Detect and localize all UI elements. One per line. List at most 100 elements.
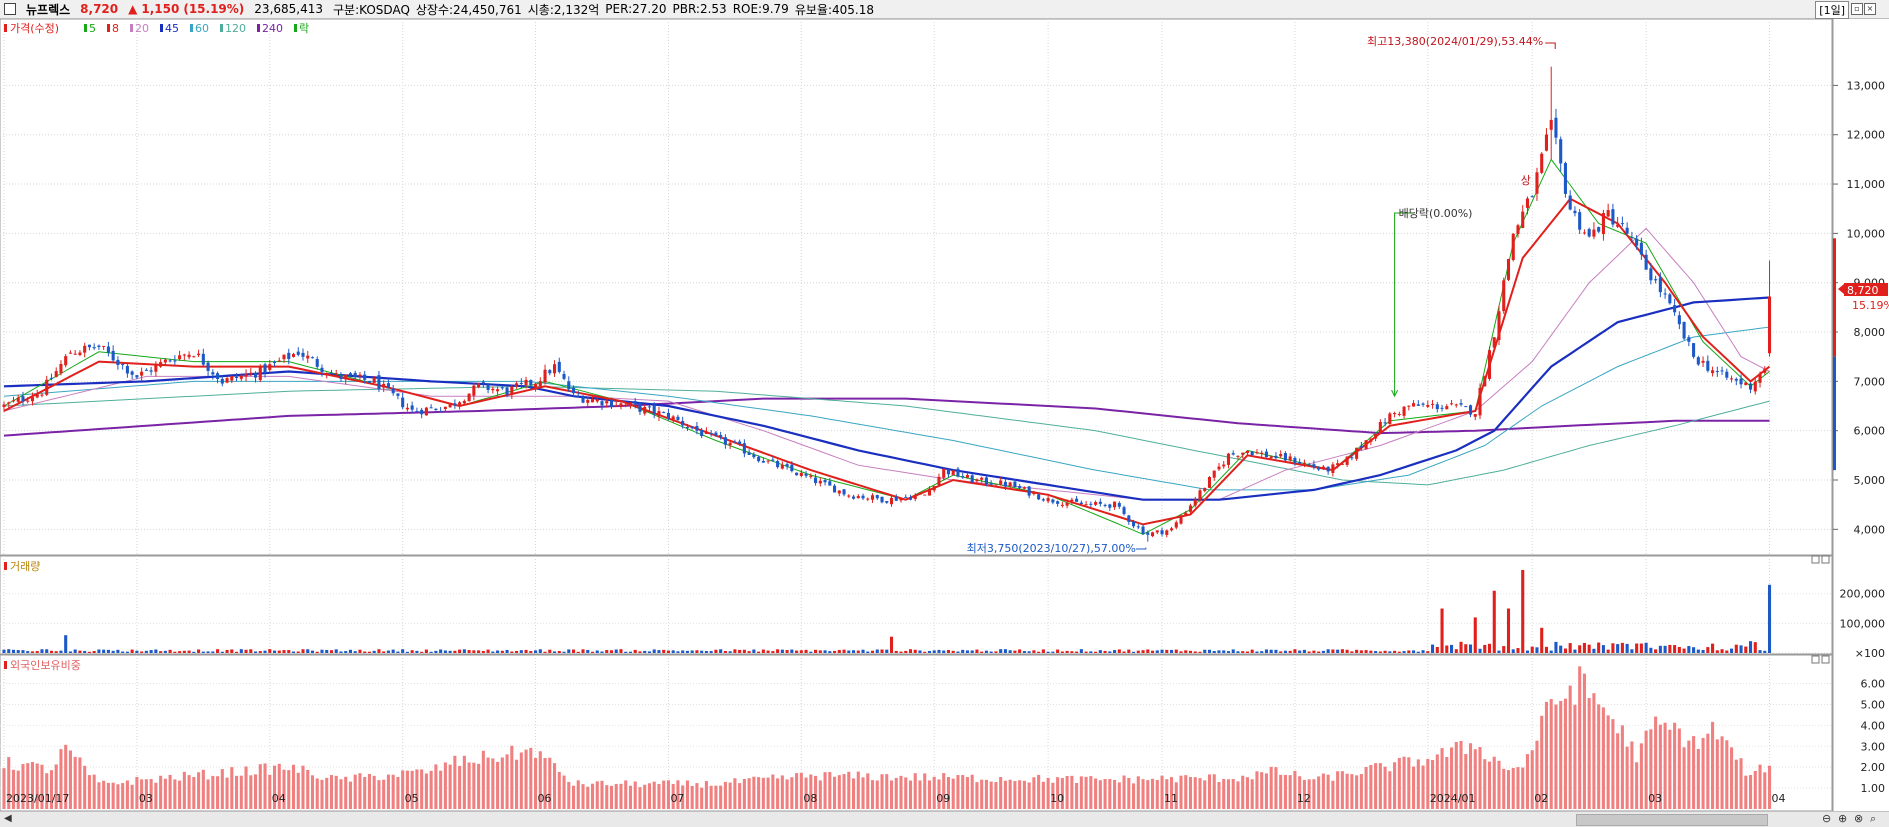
- candle: [358, 374, 362, 377]
- volume-bar: [348, 649, 353, 653]
- candle: [1620, 223, 1624, 225]
- zoom-in-icon[interactable]: ⊕: [1838, 812, 1848, 825]
- restore-icon[interactable]: ▫: [1851, 3, 1863, 15]
- volume-bar: [1269, 649, 1273, 653]
- volume-bar: [106, 649, 110, 653]
- candle: [296, 351, 300, 355]
- candle: [1568, 195, 1572, 210]
- candle: [666, 412, 670, 419]
- candle: [761, 461, 765, 463]
- foreign-bar: [1559, 700, 1563, 809]
- foreign-bar: [619, 783, 623, 809]
- foreign-bar: [752, 776, 756, 809]
- foreign-bar: [1288, 775, 1292, 809]
- foreign-bar: [600, 780, 604, 809]
- restore-icon[interactable]: [1811, 555, 1820, 564]
- foreign-bar: [1298, 776, 1302, 809]
- foreign-bar: [823, 772, 827, 809]
- volume-bar: [1706, 647, 1710, 653]
- stock-name[interactable]: 뉴프렉스: [26, 2, 71, 17]
- candle: [1350, 457, 1354, 459]
- x-tick-label: 02: [1534, 792, 1548, 805]
- volume-bar: [738, 649, 742, 653]
- volume-bar: [1464, 644, 1468, 653]
- foreign-bar: [73, 756, 77, 809]
- volume-bar: [282, 650, 286, 653]
- foreign-bar: [695, 783, 699, 809]
- candle: [571, 387, 576, 394]
- candle: [643, 406, 647, 414]
- volume-bar: [1431, 644, 1435, 653]
- candle: [1516, 225, 1520, 234]
- foreign-bar: [363, 776, 367, 809]
- candle: [211, 372, 215, 375]
- candle: [1132, 521, 1136, 527]
- volume-bar: [989, 651, 993, 653]
- foreign-bar: [415, 769, 419, 809]
- volume-bar: [97, 649, 101, 653]
- close-icon[interactable]: ×: [1864, 3, 1876, 15]
- volume-bar: [704, 651, 708, 653]
- candle: [1402, 406, 1406, 416]
- restore-icon[interactable]: [1811, 655, 1820, 664]
- foreign-bar: [216, 776, 220, 809]
- foreign-bar: [424, 773, 428, 809]
- candle: [1597, 227, 1601, 232]
- stock-chart[interactable]: 13,00012,00011,00010,0009,0008,0007,0006…: [0, 19, 1889, 811]
- candle: [1682, 321, 1686, 339]
- volume-bar: [235, 651, 239, 653]
- foreign-bar: [728, 782, 732, 809]
- volume-bar: [847, 650, 851, 653]
- foreign-bar: [989, 781, 993, 809]
- volume-bar: [125, 651, 129, 653]
- foreign-bar: [420, 769, 424, 809]
- stock-info-bar: 뉴프렉스 8,720 ▲ 1,150 (15.19%) 23,685,413 구…: [0, 0, 1889, 19]
- volume-bar: [1075, 651, 1079, 653]
- foreign-bar: [263, 763, 267, 809]
- candle: [804, 473, 808, 476]
- volume-bar: [401, 649, 405, 653]
- candle: [35, 393, 39, 398]
- candle: [1549, 119, 1553, 130]
- foreign-bar: [1725, 740, 1729, 809]
- close-icon[interactable]: [1821, 555, 1830, 564]
- volume-bar: [1155, 650, 1159, 653]
- volume-bar: [1037, 651, 1041, 653]
- foreign-bar: [1692, 736, 1696, 809]
- foreign-bar: [671, 783, 675, 809]
- candle: [1654, 279, 1658, 281]
- foreign-bar: [159, 775, 163, 809]
- foreign-bar: [287, 770, 291, 809]
- volume-bar: [795, 650, 799, 653]
- candle: [135, 375, 139, 378]
- volume-bar: [201, 651, 205, 653]
- volume-bar: [1630, 649, 1634, 653]
- foreign-bar: [1165, 779, 1169, 809]
- zoom-out-icon[interactable]: ⊖: [1822, 812, 1832, 825]
- foreign-tick-label: 6.00: [1861, 678, 1886, 691]
- close-icon[interactable]: [1821, 655, 1830, 664]
- volume-bar: [1060, 651, 1064, 653]
- volume-bar: [434, 650, 438, 653]
- candle: [173, 360, 177, 362]
- zoom-reset-icon[interactable]: ⊗: [1854, 812, 1864, 825]
- ma-legend-swatch: [294, 24, 297, 32]
- foreign-bar: [1459, 741, 1463, 809]
- foreign-bar: [78, 757, 82, 809]
- checkbox-icon[interactable]: [4, 3, 16, 15]
- scrollbar-thumb[interactable]: [1576, 814, 1768, 826]
- magnifier-icon[interactable]: ⌕: [1870, 812, 1877, 825]
- ma-legend-swatch: [84, 24, 87, 32]
- foreign-bar: [875, 780, 879, 809]
- candle: [1193, 499, 1197, 506]
- scroll-left-icon[interactable]: ◀: [4, 813, 12, 824]
- x-tick-label: 09: [936, 792, 950, 805]
- candle: [742, 443, 746, 454]
- period-selector[interactable]: [1일]: [1815, 1, 1849, 19]
- candle: [1378, 421, 1382, 433]
- volume-bar: [249, 649, 253, 653]
- candle: [600, 401, 604, 406]
- volume-bar: [567, 649, 571, 653]
- volume-bar: [1355, 649, 1359, 653]
- candle: [1369, 439, 1373, 442]
